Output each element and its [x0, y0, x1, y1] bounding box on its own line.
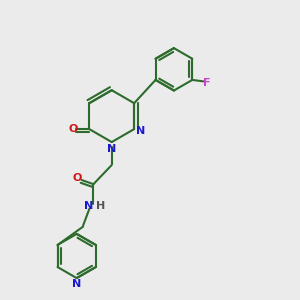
Text: O: O [68, 124, 77, 134]
Text: O: O [72, 173, 82, 183]
Text: N: N [107, 143, 116, 154]
Text: N: N [72, 279, 81, 289]
Text: N: N [136, 126, 145, 136]
Text: N: N [83, 201, 93, 211]
Text: H: H [96, 201, 105, 211]
Text: F: F [203, 78, 211, 88]
